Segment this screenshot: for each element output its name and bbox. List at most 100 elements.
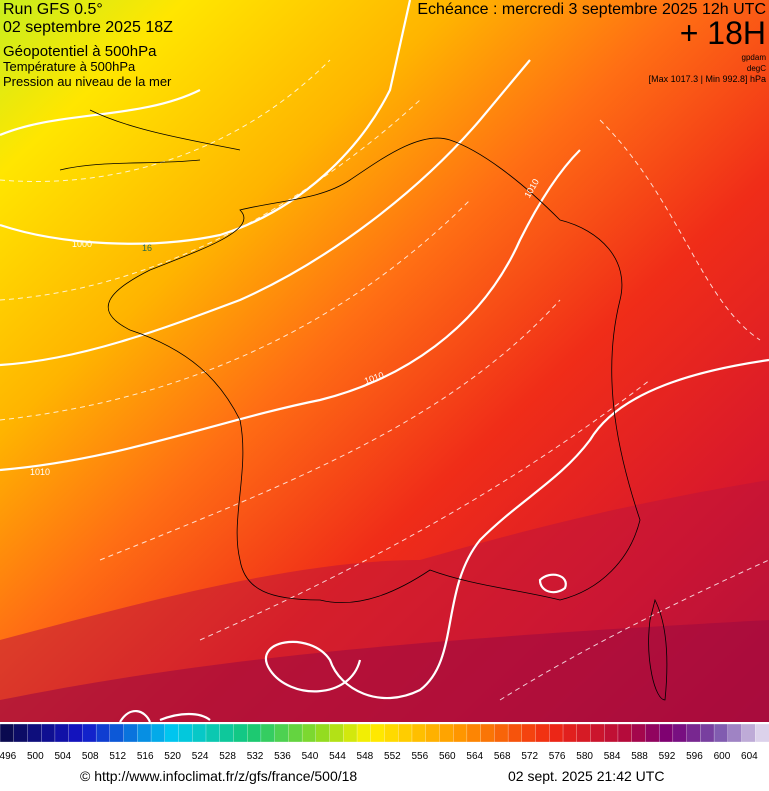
colorbar-swatch — [164, 723, 180, 743]
colorbar-swatch — [95, 723, 111, 743]
colorbar-label: 524 — [192, 751, 209, 762]
colorbar-label: 516 — [137, 751, 154, 762]
unit: gpdam — [742, 53, 767, 62]
colorbar-swatch — [713, 723, 729, 743]
colorbar-swatch — [672, 723, 688, 743]
colorbar-swatch — [425, 723, 441, 743]
colorbar-swatch — [219, 723, 235, 743]
coastline — [59, 109, 241, 171]
field-label: Pression au niveau de la mer — [3, 74, 172, 89]
colorbar-label: 576 — [549, 751, 566, 762]
header: Run GFS 0.5° 02 septembre 2025 18Z Géopo… — [3, 1, 766, 89]
colorbar-swatch — [68, 723, 84, 743]
colorbar-label: 504 — [54, 751, 71, 762]
colorbar-swatch — [41, 723, 56, 743]
run-date: 02 septembre 2025 18Z — [3, 19, 173, 36]
colorbar-swatch — [755, 723, 769, 743]
forecast-time: Echéance : mercredi 3 septembre 2025 12h… — [417, 1, 766, 18]
colorbar-swatch — [27, 723, 42, 743]
colorbar-swatch — [617, 723, 633, 743]
lead-time: + 18H — [680, 15, 766, 51]
isotherm — [0, 59, 769, 701]
colorbar-swatch — [466, 723, 482, 743]
colorbar-swatch — [411, 723, 427, 743]
colorbar-swatch — [453, 723, 468, 743]
colorbar-swatch — [54, 723, 70, 743]
colorbar-label: 540 — [302, 751, 319, 762]
colorbar-label: 584 — [604, 751, 621, 762]
colorbar-swatch — [549, 723, 564, 743]
colorbar-swatch — [700, 723, 715, 743]
colorbar-swatch — [645, 723, 660, 743]
map: 1000 16 1010 1010 1010 — [0, 0, 769, 723]
isobar — [0, 59, 531, 367]
france-outline — [107, 137, 641, 604]
colorbar-swatch — [631, 723, 647, 743]
colorbar-label: 600 — [714, 751, 731, 762]
colorbar-swatch — [576, 723, 592, 743]
colorbar-swatch — [260, 723, 276, 743]
colorbar-label: 528 — [219, 751, 236, 762]
colorbar-label: 560 — [439, 751, 456, 762]
run-title: Run GFS 0.5° — [3, 1, 103, 18]
colorbar-label: 572 — [521, 751, 538, 762]
colorbar-swatch — [137, 723, 152, 743]
pressure-extremes: [Max 1017.3 | Min 992.8] hPa — [649, 74, 766, 84]
contour-label: 1010 — [30, 467, 50, 477]
colorbar: 496 500 504 508 512 516 520 524 528 532 536 540 544 5… — [0, 723, 769, 762]
colorbar-swatch — [109, 723, 125, 743]
colorbar-swatch — [741, 723, 756, 743]
colorbar-label: 500 — [27, 751, 44, 762]
isobar — [265, 358, 769, 700]
colorbar-swatch — [727, 723, 743, 743]
colorbar-swatch — [590, 723, 605, 743]
colorbar-swatch — [356, 723, 372, 743]
colorbar-swatch — [658, 723, 674, 743]
colorbar-swatch — [301, 723, 317, 743]
colorbar-label: 496 — [0, 751, 17, 762]
contour-label: 1000 — [72, 239, 92, 249]
colorbar-label: 592 — [659, 751, 676, 762]
map-region — [0, 620, 769, 722]
colorbar-swatch — [0, 723, 15, 743]
colorbar-swatch — [192, 723, 207, 743]
colorbar-label: 536 — [274, 751, 291, 762]
colorbar-label: 508 — [82, 751, 99, 762]
colorbar-label: 580 — [576, 751, 593, 762]
colorbar-label: 552 — [384, 751, 401, 762]
colorbar-swatch — [604, 723, 619, 743]
field-label: Géopotentiel à 500hPa — [3, 43, 157, 60]
colorbar-swatch — [521, 723, 537, 743]
colorbar-label: 556 — [411, 751, 428, 762]
isobar — [538, 573, 567, 594]
colorbar-swatch — [233, 723, 248, 743]
colorbar-swatch — [370, 723, 386, 743]
colorbar-swatch — [82, 723, 97, 743]
colorbar-label: 588 — [631, 751, 648, 762]
colorbar-swatch — [343, 723, 358, 743]
corsica — [648, 598, 668, 701]
colorbar-swatch — [247, 723, 262, 743]
colorbar-label: 568 — [494, 751, 511, 762]
colorbar-label: 548 — [357, 751, 374, 762]
colorbar-swatch — [329, 723, 344, 743]
colorbar-swatch — [150, 723, 166, 743]
colorbar-swatch — [205, 723, 221, 743]
colorbar-swatch — [494, 723, 509, 743]
colorbar-swatch — [178, 723, 193, 743]
colorbar-swatch — [535, 723, 550, 743]
colorbar-label: 544 — [329, 751, 346, 762]
isobar — [0, 149, 581, 472]
field-label: Température à 500hPa — [3, 59, 136, 74]
colorbar-swatch — [384, 723, 399, 743]
colorbar-swatch — [398, 723, 413, 743]
colorbar-swatch — [439, 723, 454, 743]
colorbar-label: 532 — [247, 751, 264, 762]
colorbar-swatch — [13, 723, 29, 743]
isobar — [0, 0, 412, 245]
colorbar-swatch — [315, 723, 331, 743]
contour-label: 16 — [142, 243, 152, 253]
colorbar-swatch — [274, 723, 290, 743]
colorbar-label: 564 — [466, 751, 483, 762]
